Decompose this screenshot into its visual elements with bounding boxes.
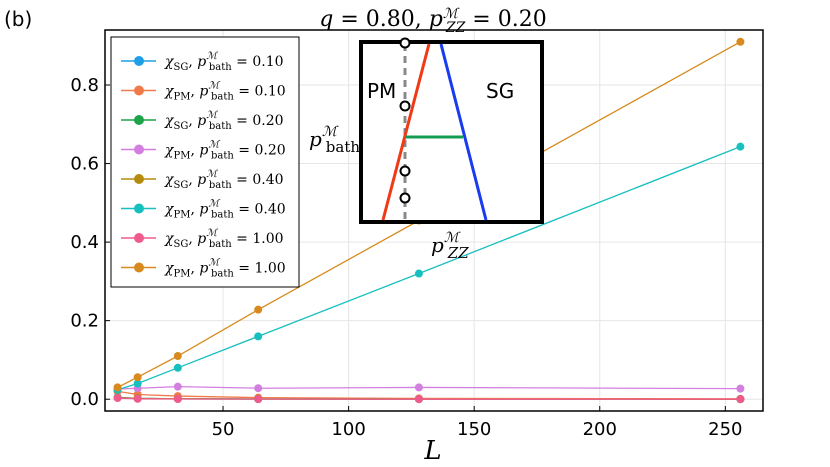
x-tick-label: 100 <box>331 419 365 440</box>
legend-label: χSG, pℳ bath = 0.20 <box>164 110 284 132</box>
legend-swatch-marker <box>134 144 144 155</box>
x-tick-label: 200 <box>583 419 617 440</box>
inset-pm-label: PM <box>367 79 396 103</box>
inset-x-label: pℳ ZZ <box>431 230 469 262</box>
inset-sg-label: SG <box>486 79 514 103</box>
plot-frame <box>104 29 764 412</box>
x-axis-label: L <box>423 436 441 466</box>
tick-layer: 50 100 150 200 250 0.0 0.2 0.4 0.6 0.8 <box>70 75 742 440</box>
inset-marker <box>399 165 411 177</box>
data-point <box>113 394 122 403</box>
x-tick-label: 50 <box>212 419 235 440</box>
y-tick-label: 0.8 <box>70 75 99 96</box>
legend-swatch-marker <box>134 85 144 96</box>
series-5 <box>113 142 745 394</box>
data-point <box>736 384 745 393</box>
data-point <box>736 395 745 404</box>
inset-marker <box>399 37 411 49</box>
y-tick-label: 0.0 <box>70 389 99 410</box>
inset-y-label: pℳ bath <box>309 124 360 156</box>
legend-label: χPM, pℳ bath = 0.40 <box>164 199 286 221</box>
legend-entry: χSG, pℳ bath = 0.40 <box>121 169 284 191</box>
legend-label: χPM, pℳ bath = 1.00 <box>164 258 286 280</box>
panel-label: (b) <box>4 7 32 31</box>
legend-swatch-marker <box>134 262 144 273</box>
series-layer <box>113 37 745 404</box>
legend-entry: χSG, pℳ bath = 1.00 <box>121 228 284 250</box>
data-point <box>254 332 263 341</box>
legend-label: χPM, pℳ bath = 0.20 <box>164 140 286 162</box>
data-point <box>736 142 745 151</box>
x-tick-label: 150 <box>457 419 491 440</box>
legend-swatch-marker <box>134 233 144 243</box>
series-3 <box>113 382 745 394</box>
legend-entry: χPM, pℳ bath = 0.40 <box>121 199 286 221</box>
legend-label: χSG, pℳ bath = 0.40 <box>164 169 284 191</box>
data-point <box>736 37 745 46</box>
phase-diagram-inset: PM SG pℳ bath pℳ ZZ <box>309 37 544 262</box>
legend-label: χSG, pℳ bath = 1.00 <box>164 228 284 250</box>
legend-swatch-marker <box>134 203 144 214</box>
data-point <box>173 363 182 372</box>
series-6 <box>113 394 745 404</box>
data-point <box>113 383 122 392</box>
legend-entry: χPM, pℳ bath = 0.10 <box>121 81 286 103</box>
legend-entry: χSG, pℳ bath = 0.10 <box>121 51 284 73</box>
legend-label: χSG, pℳ bath = 0.10 <box>164 51 284 73</box>
data-point <box>254 305 263 314</box>
data-point <box>133 379 142 388</box>
inset-sg-boundary <box>439 43 488 221</box>
data-point <box>414 395 423 404</box>
data-point <box>254 384 263 393</box>
data-point <box>173 382 182 391</box>
series-line <box>117 390 741 400</box>
legend: χSG, pℳ bath = 0.10 χPM, pℳ bath = 0.10 χSG,… <box>110 36 300 288</box>
y-tick-label: 0.4 <box>70 232 99 253</box>
legend-swatch-marker <box>134 174 144 184</box>
legend-entry: χSG, pℳ bath = 0.20 <box>121 110 284 132</box>
data-point <box>414 269 423 278</box>
inset-marker <box>399 192 411 204</box>
legend-label: χPM, pℳ bath = 0.10 <box>164 81 286 103</box>
data-point <box>173 352 182 361</box>
chart-title: q = 0.80, pℳ ZZ = 0.20 <box>319 6 546 36</box>
series-1 <box>113 387 745 403</box>
y-tick-label: 0.2 <box>70 311 99 332</box>
inset-pm-boundary <box>381 43 431 221</box>
data-point <box>414 383 423 392</box>
legend-swatch-marker <box>134 56 144 66</box>
series-line <box>117 385 741 390</box>
legend-entry: χPM, pℳ bath = 1.00 <box>121 258 286 280</box>
x-tick-label: 250 <box>708 419 742 440</box>
data-point <box>173 395 182 404</box>
legend-entry: χPM, pℳ bath = 0.20 <box>121 140 286 162</box>
data-point <box>254 395 263 404</box>
inset-marker <box>399 100 411 112</box>
legend-swatch-marker <box>134 115 144 125</box>
y-tick-label: 0.6 <box>70 154 99 175</box>
data-point <box>133 373 142 382</box>
data-point <box>133 394 142 403</box>
legend-box <box>110 36 300 288</box>
